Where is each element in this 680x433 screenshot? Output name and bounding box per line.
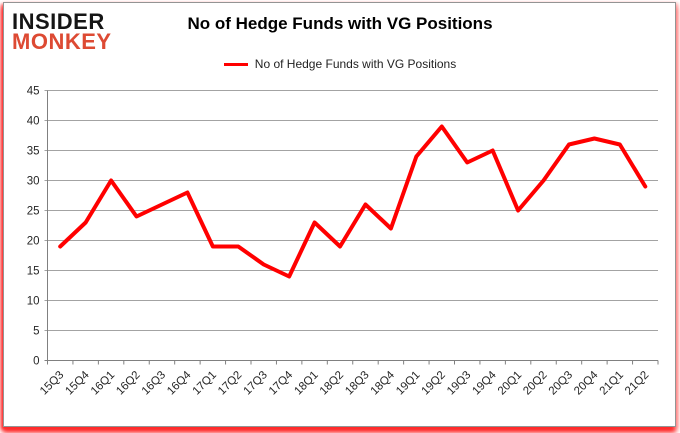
x-axis-tick-label: 15Q3: [38, 369, 66, 397]
x-axis-tick-label: 20Q1: [496, 369, 524, 397]
x-axis-tick-label: 21Q2: [623, 369, 651, 397]
y-axis-tick-label: 40: [27, 116, 40, 128]
x-axis-tick-label: 21Q1: [598, 369, 626, 397]
x-axis-tick-label: 17Q4: [267, 369, 296, 398]
x-axis-tick-label: 18Q2: [318, 369, 346, 397]
x-axis-tick-label: 17Q3: [241, 369, 269, 397]
x-axis-tick-label: 16Q3: [140, 369, 168, 397]
x-axis-tick-label: 15Q4: [63, 369, 92, 398]
x-axis-tick-label: 17Q2: [216, 369, 244, 397]
x-axis-tick-label: 20Q2: [521, 369, 549, 397]
x-axis-tick-label: 20Q4: [572, 369, 601, 398]
insider-monkey-logo: INSIDER MONKEY: [12, 9, 112, 55]
legend-line-swatch: [223, 62, 248, 66]
x-axis-tick-label: 18Q4: [369, 369, 398, 398]
y-axis-tick-label: 25: [27, 206, 40, 218]
x-axis-tick-label: 19Q1: [394, 369, 422, 397]
x-axis-tick-label: 16Q2: [114, 369, 142, 397]
y-axis-tick-label: 30: [27, 176, 40, 188]
y-axis-tick-label: 10: [27, 296, 40, 308]
y-axis-tick-label: 0: [33, 356, 39, 368]
x-axis-tick-label: 16Q1: [89, 369, 117, 397]
x-axis-tick-label: 19Q3: [445, 369, 473, 397]
y-axis-tick-label: 20: [27, 236, 40, 248]
legend-label: No of Hedge Funds with VG Positions: [254, 57, 457, 71]
logo-line-monkey: MONKEY: [12, 29, 112, 55]
x-axis-tick-label: 19Q2: [420, 369, 448, 397]
x-axis-tick-label: 16Q4: [165, 369, 194, 398]
chart-frame: [3, 2, 676, 427]
y-axis-tick-label: 45: [27, 86, 40, 98]
x-axis-tick-label: 18Q1: [292, 369, 320, 397]
chart-title: No of Hedge Funds with VG Positions: [187, 14, 493, 33]
y-axis-tick-label: 15: [27, 266, 40, 278]
data-series-line: [58, 124, 648, 279]
y-axis-tick-label: 35: [27, 146, 40, 158]
x-axis-tick-label: 20Q3: [547, 369, 575, 397]
y-axis-tick-label: 5: [33, 326, 39, 338]
x-axis-tick-label: 19Q4: [470, 369, 499, 398]
x-axis-tick-label: 17Q1: [191, 369, 219, 397]
chart-legend: No of Hedge Funds with VG Positions: [0, 57, 680, 71]
x-axis-tick-label: 18Q3: [343, 369, 371, 397]
logo-line-insider: INSIDER: [12, 9, 105, 34]
